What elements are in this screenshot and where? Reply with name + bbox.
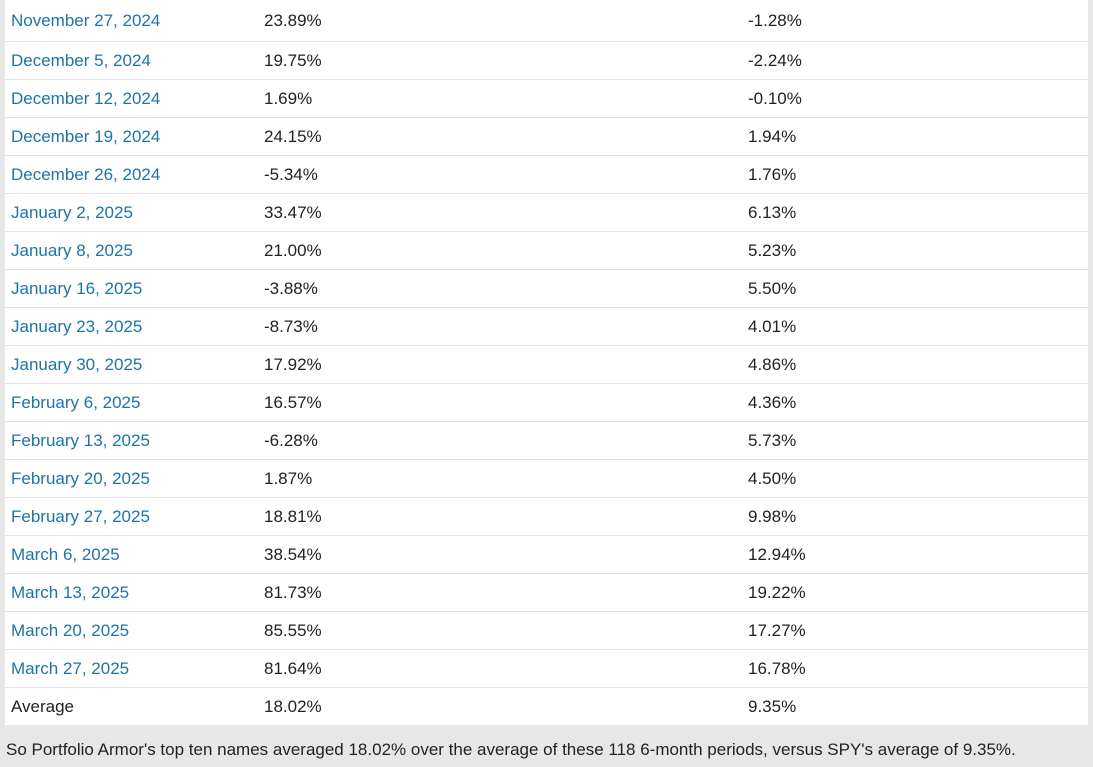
top-ten-return: -3.88% <box>258 269 743 308</box>
top-ten-return: 21.00% <box>258 231 743 270</box>
date-link[interactable]: January 23, 2025 <box>5 307 258 346</box>
spy-return: 5.73% <box>743 421 1088 460</box>
spy-return: 4.01% <box>743 307 1088 346</box>
spy-return: 1.76% <box>743 155 1088 194</box>
spy-return: 4.50% <box>743 459 1088 498</box>
date-link[interactable]: December 5, 2024 <box>5 41 258 80</box>
spy-return: 19.22% <box>743 573 1088 612</box>
spy-return: -0.10% <box>743 79 1088 118</box>
table-row: December 12, 2024 1.69% -0.10% <box>5 79 1088 118</box>
date-link[interactable]: February 6, 2025 <box>5 383 258 422</box>
top-ten-return: -6.28% <box>258 421 743 460</box>
top-ten-return: 19.75% <box>258 41 743 80</box>
average-row: Average 18.02% 9.35% <box>5 687 1088 725</box>
spy-return: 1.94% <box>743 117 1088 156</box>
spy-return: -2.24% <box>743 41 1088 80</box>
top-ten-return: 81.73% <box>258 573 743 612</box>
spy-return: 5.23% <box>743 231 1088 270</box>
table-row: December 5, 2024 19.75% -2.24% <box>5 41 1088 80</box>
average-spy-return: 9.35% <box>743 687 1088 725</box>
top-ten-return: 18.81% <box>258 497 743 536</box>
date-link[interactable]: January 8, 2025 <box>5 231 258 270</box>
top-ten-return: 81.64% <box>258 649 743 688</box>
spy-return: 4.36% <box>743 383 1088 422</box>
date-link[interactable]: February 13, 2025 <box>5 421 258 460</box>
average-label: Average <box>5 687 258 725</box>
date-link[interactable]: December 26, 2024 <box>5 155 258 194</box>
top-ten-return: 85.55% <box>258 611 743 650</box>
date-link[interactable]: January 16, 2025 <box>5 269 258 308</box>
table-row: March 6, 2025 38.54% 12.94% <box>5 535 1088 574</box>
spy-return: 16.78% <box>743 649 1088 688</box>
top-ten-return: 1.69% <box>258 79 743 118</box>
top-ten-return: 33.47% <box>258 193 743 232</box>
date-link[interactable]: December 12, 2024 <box>5 79 258 118</box>
table-row: December 19, 2024 24.15% 1.94% <box>5 117 1088 156</box>
top-ten-return: 38.54% <box>258 535 743 574</box>
spy-return: 5.50% <box>743 269 1088 308</box>
top-ten-return: 24.15% <box>258 117 743 156</box>
date-link[interactable]: November 27, 2024 <box>11 10 161 30</box>
spy-return: 4.86% <box>743 345 1088 384</box>
date-link[interactable]: March 20, 2025 <box>5 611 258 650</box>
table-row: January 16, 2025 -3.88% 5.50% <box>5 269 1088 308</box>
top-ten-return: -5.34% <box>258 155 743 194</box>
date-link[interactable]: January 2, 2025 <box>5 193 258 232</box>
table-row: November 27, 2024 23.89% -1.28% <box>5 0 1088 42</box>
top-ten-return: 17.92% <box>258 345 743 384</box>
spy-return: 6.13% <box>743 193 1088 232</box>
date-link[interactable]: March 13, 2025 <box>5 573 258 612</box>
table-row: February 6, 2025 16.57% 4.36% <box>5 383 1088 422</box>
spy-return: -1.28% <box>748 10 802 30</box>
table-row: March 13, 2025 81.73% 19.22% <box>5 573 1088 612</box>
spy-return: 12.94% <box>743 535 1088 574</box>
table-row: March 27, 2025 81.64% 16.78% <box>5 649 1088 688</box>
top-ten-return: 23.89% <box>264 10 322 30</box>
table-row: January 8, 2025 21.00% 5.23% <box>5 231 1088 270</box>
spy-return: 9.98% <box>743 497 1088 536</box>
returns-table-body: November 27, 2024 23.89% -1.28% December… <box>5 0 1088 725</box>
table-row: January 23, 2025 -8.73% 4.01% <box>5 307 1088 346</box>
top-ten-return: 16.57% <box>258 383 743 422</box>
table-row: January 30, 2025 17.92% 4.86% <box>5 345 1088 384</box>
returns-table-container: November 27, 2024 23.89% -1.28% December… <box>5 0 1088 725</box>
average-top-ten-return: 18.02% <box>258 687 743 725</box>
table-row: January 2, 2025 33.47% 6.13% <box>5 193 1088 232</box>
returns-table: November 27, 2024 23.89% -1.28% December… <box>5 0 1088 725</box>
table-row: February 27, 2025 18.81% 9.98% <box>5 497 1088 536</box>
table-row: March 20, 2025 85.55% 17.27% <box>5 611 1088 650</box>
top-ten-return: -8.73% <box>258 307 743 346</box>
date-link[interactable]: March 27, 2025 <box>5 649 258 688</box>
spy-return: 17.27% <box>743 611 1088 650</box>
date-link[interactable]: March 6, 2025 <box>5 535 258 574</box>
summary-paragraph: So Portfolio Armor's top ten names avera… <box>6 740 1016 759</box>
table-row: February 13, 2025 -6.28% 5.73% <box>5 421 1088 460</box>
top-ten-return: 1.87% <box>258 459 743 498</box>
date-link[interactable]: January 30, 2025 <box>5 345 258 384</box>
table-row: December 26, 2024 -5.34% 1.76% <box>5 155 1088 194</box>
table-row: February 20, 2025 1.87% 4.50% <box>5 459 1088 498</box>
date-link[interactable]: December 19, 2024 <box>5 117 258 156</box>
date-link[interactable]: February 27, 2025 <box>5 497 258 536</box>
date-link[interactable]: February 20, 2025 <box>5 459 258 498</box>
